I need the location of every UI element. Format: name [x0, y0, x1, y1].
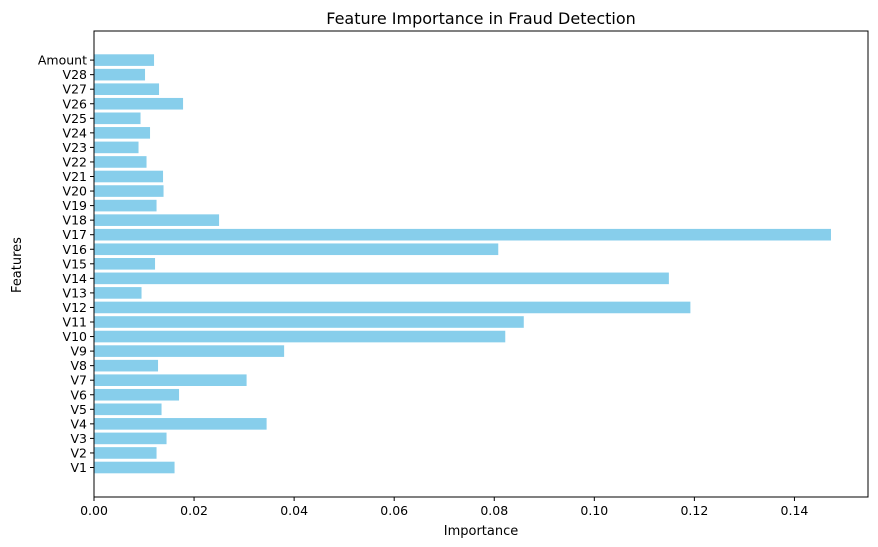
y-tick-label: V23 [63, 140, 87, 155]
x-tick-label: 0.10 [580, 503, 608, 518]
y-tick-label: V8 [70, 358, 87, 373]
ticks-layer: V1V2V3V4V5V6V7V8V9V10V11V12V13V14V15V16V… [38, 53, 809, 518]
plot-frame [93, 30, 869, 498]
x-tick-label: 0.04 [280, 503, 308, 518]
bar-v22 [94, 156, 147, 168]
bar-v14 [94, 272, 669, 285]
y-tick-label: Amount [38, 53, 87, 68]
y-tick-label: V2 [70, 445, 87, 460]
bar-v11 [94, 316, 524, 328]
x-tick-label: 0.02 [180, 503, 208, 518]
y-tick-label: V4 [70, 416, 87, 431]
bar-v28 [94, 68, 146, 81]
bar-v1 [94, 461, 175, 474]
bar-v5 [94, 403, 162, 416]
bar-v26 [94, 97, 184, 110]
bar-v7 [94, 374, 247, 386]
bar-v13 [94, 287, 142, 299]
y-tick-label: V16 [63, 242, 88, 257]
bar-v25 [94, 112, 141, 125]
bar-v15 [94, 258, 156, 270]
bar-v8 [94, 359, 159, 372]
y-tick-label: V10 [63, 329, 88, 344]
bar-v21 [94, 170, 164, 183]
bar-v24 [94, 127, 151, 139]
chart-title: Feature Importance in Fraud Detection [326, 9, 636, 28]
y-tick-label: V26 [63, 96, 88, 111]
x-tick-label: 0.08 [480, 503, 508, 518]
y-tick-label: V18 [63, 213, 88, 228]
x-axis-label: Importance [444, 524, 519, 539]
bars-layer [94, 54, 831, 474]
y-tick-label: V3 [70, 431, 87, 446]
bar-v4 [94, 418, 267, 430]
bar-v18 [94, 214, 220, 226]
y-tick-label: V12 [63, 300, 87, 315]
x-tick-label: 0.12 [680, 503, 708, 518]
bar-v27 [94, 83, 160, 95]
bar-v2 [94, 447, 157, 459]
y-tick-label: V15 [63, 256, 87, 271]
y-tick-label: V17 [63, 227, 87, 242]
x-tick-label: 0.00 [80, 503, 108, 518]
bar-v12 [94, 301, 691, 314]
y-axis-label: Features [10, 237, 25, 293]
bar-v9 [94, 345, 285, 357]
x-tick-label: 0.14 [781, 503, 809, 518]
y-tick-label: V11 [63, 315, 87, 330]
y-tick-label: V19 [63, 198, 88, 213]
y-tick-label: V25 [63, 111, 87, 126]
bar-v10 [94, 330, 506, 343]
y-tick-label: V5 [70, 402, 87, 417]
y-tick-label: V6 [70, 387, 87, 402]
y-tick-label: V13 [63, 285, 87, 300]
bar-v20 [94, 185, 164, 197]
y-tick-label: V1 [70, 460, 87, 475]
y-tick-label: V27 [63, 82, 87, 97]
bar-v3 [94, 432, 167, 445]
y-tick-label: V14 [63, 271, 88, 286]
bar-amount [94, 54, 155, 66]
y-tick-label: V24 [63, 125, 88, 140]
bar-v23 [94, 141, 139, 154]
y-tick-label: V21 [63, 169, 87, 184]
bar-v17 [94, 228, 831, 241]
bar-v16 [94, 243, 499, 256]
y-tick-label: V28 [63, 67, 88, 82]
y-tick-label: V7 [70, 373, 87, 388]
y-tick-label: V20 [63, 184, 88, 199]
x-tick-label: 0.06 [380, 503, 408, 518]
bar-v6 [94, 388, 180, 401]
y-tick-label: V9 [70, 344, 87, 359]
y-tick-label: V22 [63, 154, 87, 169]
bar-v19 [94, 199, 157, 212]
